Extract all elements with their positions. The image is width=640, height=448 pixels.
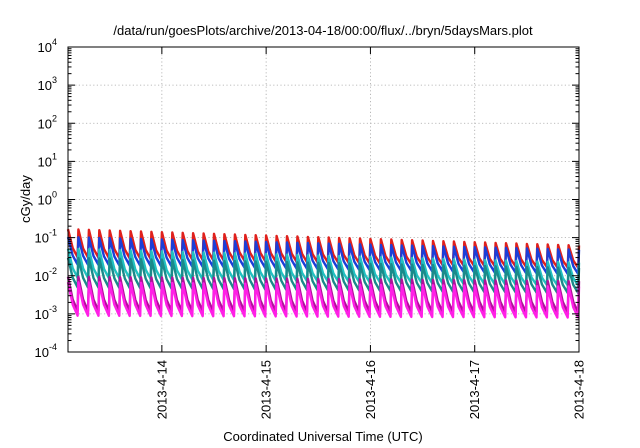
y-tick-label: 104 [38, 37, 57, 55]
x-axis-label: Coordinated Universal Time (UTC) [223, 429, 422, 444]
y-axis: 10-4 10-3 10-2 10-1 100 101 102 103 104 [35, 37, 579, 360]
y-tick-label: 103 [38, 75, 57, 93]
x-tick-label: 2013-4-18 [572, 360, 587, 419]
y-tick-label: 10-3 [35, 304, 57, 322]
x-tick-label: 2013-4-17 [467, 360, 482, 419]
series-group [66, 228, 581, 319]
y-tick-label: 100 [38, 190, 57, 208]
y-tick-label: 10-4 [35, 342, 57, 360]
x-tick-label: 2013-4-14 [154, 360, 169, 419]
x-axis: 2013-4-14 2013-4-15 2013-4-16 2013-4-17 2013… [154, 47, 587, 419]
series-line-6 [66, 281, 581, 319]
y-tick-label: 102 [38, 113, 57, 131]
y-tick-label: 10-2 [35, 266, 57, 284]
y-axis-label: cGy/day [18, 175, 33, 223]
y-tick-label: 101 [38, 151, 57, 169]
y-tick-label: 10-1 [35, 228, 57, 246]
series-line-4 [66, 256, 581, 295]
chart-title: /data/run/goesPlots/archive/2013-04-18/0… [113, 23, 533, 38]
x-tick-label: 2013-4-16 [363, 360, 378, 419]
x-tick-label: 2013-4-15 [259, 360, 274, 419]
